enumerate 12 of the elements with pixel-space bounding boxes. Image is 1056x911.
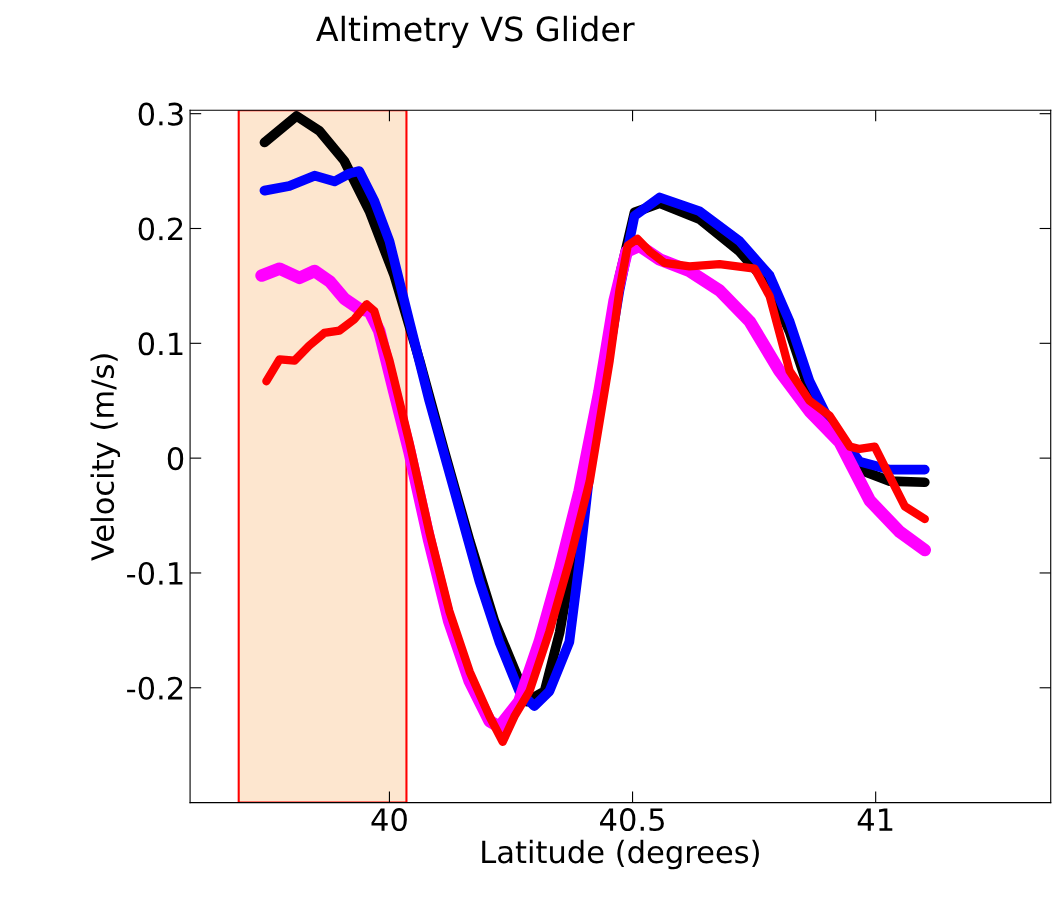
y-tick-label: 0.1 xyxy=(138,332,183,356)
y-axis-title: Velocity (m/s) xyxy=(90,354,121,561)
x-axis-title: Latitude (degrees) xyxy=(482,839,759,870)
y-tick-label: 0.2 xyxy=(138,217,183,241)
x-tick-label: 41 xyxy=(857,808,893,831)
y-tick-label: 0.3 xyxy=(138,102,183,126)
y-tick-label: 0 xyxy=(167,447,184,471)
chart-title: Altimetry VS Glider xyxy=(316,15,635,49)
x-tick-label: 40 xyxy=(371,807,407,832)
y-tick-label: -0.2 xyxy=(127,676,183,700)
x-tick-label: 40.5 xyxy=(600,807,664,832)
y-tick-label: -0.1 xyxy=(127,561,183,585)
